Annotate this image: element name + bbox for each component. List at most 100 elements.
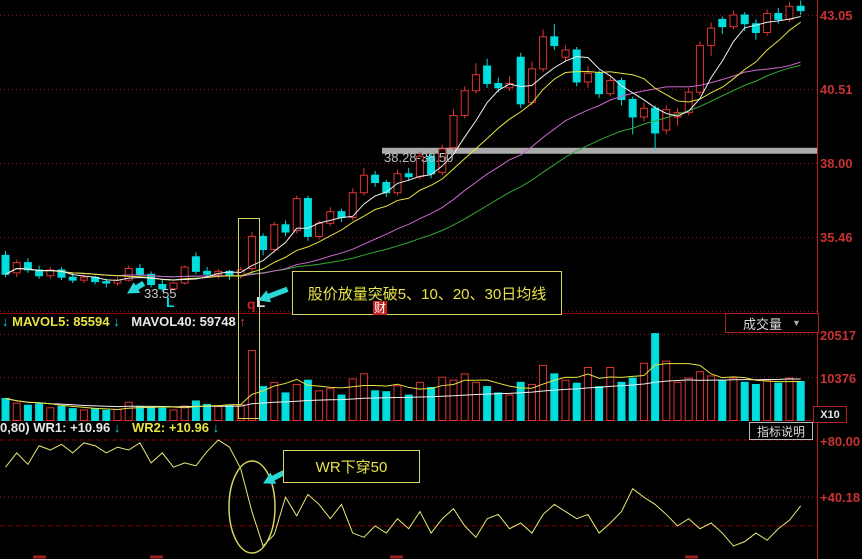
volume-unit-label: X10 [813,406,847,423]
candle-body [158,283,167,290]
watermark-badge: 财 [373,301,388,315]
volume-bar [729,377,738,421]
candle-body [471,74,480,92]
indicator-help-button[interactable]: 指标说明 [749,422,813,440]
marker-l: L [256,294,266,311]
candle-body [583,72,592,83]
volume-bar [393,385,402,421]
price-tick-4: 35.46 [820,230,853,245]
volume-bar [113,408,122,421]
low-point-marker: L [166,294,175,310]
candle-body [303,198,312,237]
candle-body [79,276,88,281]
volume-bar [315,390,324,422]
volume-selector-label: 成交量 [743,316,783,332]
volume-bar [774,382,783,421]
candle-body [707,27,716,47]
candle-body [751,23,760,33]
candle-body [617,80,626,100]
resistance-band [382,147,817,154]
candle-body [147,273,156,285]
volume-bar [651,333,660,421]
wr1-label: WR1: [33,420,67,435]
mavol5-line [5,363,801,410]
candle-body [191,256,200,272]
low-point-arrow-icon [127,281,146,294]
volume-bar [337,394,346,421]
volume-bar [427,386,436,421]
candle-body [57,269,66,278]
candle-body [606,80,615,95]
candle-body [68,276,77,281]
candle-body [695,45,704,93]
wr-params: 0,80) [0,420,30,435]
candle-body [639,107,648,118]
volume-bar [12,402,21,421]
volume-tick-2: 10376 [820,371,857,386]
candle-body [449,115,458,149]
breakout-highlight-box [238,218,260,419]
chevron-down-icon: ▼ [792,318,801,328]
candle-body [561,49,570,58]
volume-bar [180,405,189,422]
volume-bar [471,381,480,421]
candle-body [102,281,111,284]
candle-body [247,235,256,269]
volume-bar [281,392,290,422]
candle-body [550,36,559,47]
candle-body [337,211,346,218]
volume-bar [102,409,111,421]
volume-bar [662,360,671,422]
mavol5-label: MAVOL5: [12,314,70,329]
candle-body [572,49,581,83]
wr-tick-1: +80.00 [820,434,861,449]
candle-body [796,5,805,12]
marker-q: q [247,296,256,312]
candle-body [483,65,492,84]
candle-body [124,267,133,281]
volume-selector-dropdown[interactable]: 成交量 ▼ [725,313,819,333]
candle-body [259,235,268,251]
resistance-band-label: 38.28-38.50 [384,150,454,165]
candle-body [359,174,368,194]
date-tick-remnant [33,555,46,559]
wr2-label: WR2: [131,420,166,435]
volume-bar [438,376,447,421]
volume-bar [516,381,525,421]
volume-bar [460,373,469,422]
volume-bar [550,373,559,422]
volume-bar [169,409,178,422]
volume-bar [796,380,805,422]
volume-bar [561,379,570,422]
volume-bar [348,378,357,422]
candle-body [718,18,727,28]
volume-bar [684,377,693,421]
candle-body [315,222,324,237]
date-tick-remnant [150,555,163,559]
volume-bar [505,394,514,421]
volume-bar [270,381,279,421]
volume-bar [191,400,200,422]
volume-bar [371,390,380,422]
candle-body [180,266,189,284]
candle-body [404,173,413,178]
ma30-line [5,64,801,278]
volume-bar [247,350,256,422]
candle-body [662,109,671,131]
volume-bar [292,383,301,421]
volume-bar [225,405,234,421]
volume-bar [203,403,212,421]
breakout-annotation: 股价放量突破5、10、20、30日均线 [292,271,562,315]
candle-body [348,192,357,218]
candle-body [740,14,749,25]
date-tick-remnant [390,555,403,559]
candle-body [774,13,783,20]
candle-body [460,90,469,117]
volume-bar [572,382,581,421]
volume-bar [751,383,760,421]
volume-bar [23,404,32,421]
price-tick-1: 43.05 [820,8,853,23]
price-tick-2: 40.51 [820,82,853,97]
volume-bar [763,379,772,422]
